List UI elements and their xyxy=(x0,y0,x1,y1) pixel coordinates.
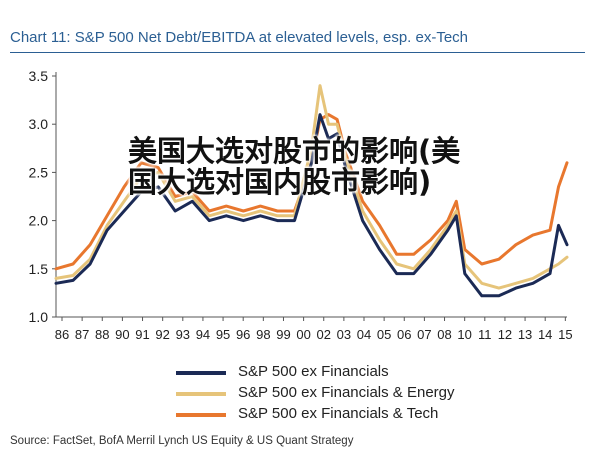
x-tick-label: 96 xyxy=(236,327,250,342)
title-divider xyxy=(10,52,585,53)
legend-label-3: S&P 500 ex Financials & Tech xyxy=(238,405,439,422)
series-line-2 xyxy=(54,84,569,290)
legend-entry-1: S&P 500 ex Financials xyxy=(176,363,506,381)
x-tick-label: 95 xyxy=(216,327,230,342)
y-tick-label: 3.5 xyxy=(29,68,49,84)
legend-swatch-3 xyxy=(176,413,226,417)
y-tick-label: 2.0 xyxy=(29,213,49,229)
x-tick-label: 08 xyxy=(437,327,451,342)
source-note: Source: FactSet, BofA Merril Lynch US Eq… xyxy=(10,435,354,447)
x-tick-label: 99 xyxy=(276,327,290,342)
x-tick-label: 05 xyxy=(377,327,391,342)
legend-swatch-1 xyxy=(176,371,226,375)
series-line-1 xyxy=(54,113,569,298)
overlay-caption: 美国大选对股市的影响(美国大选对国内股市影响) xyxy=(128,134,461,199)
x-tick-label: 15 xyxy=(558,327,572,342)
legend-swatch-2 xyxy=(176,392,226,396)
x-tick-label: 93 xyxy=(176,327,190,342)
axes: 1.0 1.5 2.0 2.5 3.0 3.5 86 87 88 90 91 92 93 94 95 96 98… xyxy=(29,68,573,342)
x-tick-label: 90 xyxy=(115,327,129,342)
y-tick-label: 2.5 xyxy=(29,164,49,180)
x-tick-label: 92 xyxy=(155,327,169,342)
x-tick-label: 02 xyxy=(316,327,330,342)
x-tick-label: 87 xyxy=(75,327,89,342)
x-tick-label: 07 xyxy=(417,327,431,342)
legend-entry-2: S&P 500 ex Financials & Energy xyxy=(176,384,506,402)
x-tick-label: 13 xyxy=(518,327,532,342)
legend-label-2: S&P 500 ex Financials & Energy xyxy=(238,384,455,401)
x-tick-label: 91 xyxy=(135,327,149,342)
series-line-3 xyxy=(54,113,569,271)
y-tick-label: 3.0 xyxy=(29,116,49,132)
series-lines xyxy=(54,84,569,298)
x-tick-label: 88 xyxy=(95,327,109,342)
y-tick-label: 1.5 xyxy=(29,261,49,277)
x-tick-label: 98 xyxy=(256,327,270,342)
x-tick-label: 06 xyxy=(397,327,411,342)
x-tick-label: 12 xyxy=(498,327,512,342)
x-tick-label: 10 xyxy=(457,327,471,342)
legend-entry-3: S&P 500 ex Financials & Tech xyxy=(176,405,506,423)
x-tick-label: 03 xyxy=(337,327,351,342)
x-tick-label: 04 xyxy=(357,327,371,342)
x-tick-label: 94 xyxy=(196,327,210,342)
chart-title: Chart 11: S&P 500 Net Debt/EBITDA at ele… xyxy=(10,29,469,46)
x-tick-label: 14 xyxy=(538,327,552,342)
x-tick-label: 86 xyxy=(55,327,69,342)
legend-label-1: S&P 500 ex Financials xyxy=(238,363,389,380)
x-tick-label: 11 xyxy=(478,327,492,342)
x-tick-label: 00 xyxy=(296,327,310,342)
y-tick-label: 1.0 xyxy=(29,309,49,325)
